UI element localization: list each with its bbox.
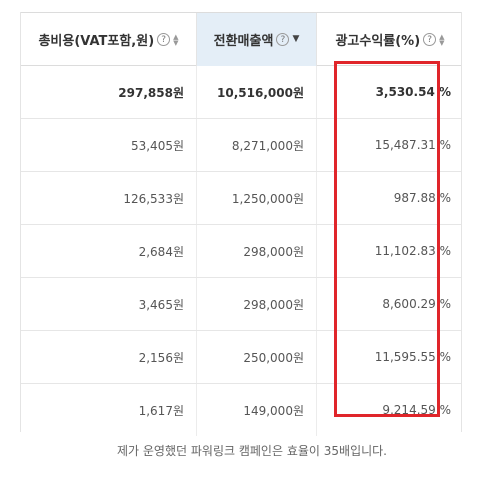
sales-cell: 250,000원: [197, 331, 317, 383]
sort-icon[interactable]: ▲ ▼: [439, 32, 445, 47]
column-header-label: 총비용(VAT포함,원): [38, 34, 155, 49]
table-row: 3,465원 298,000원 8,600.29 %: [21, 278, 461, 331]
table-header: 총비용(VAT포함,원) ? ▲ ▼ 전환매출액 ? ▼ 광고수익률(%) ? ▲…: [21, 12, 461, 66]
table-row-total: 297,858원 10,516,000원 3,530.54 %: [21, 66, 461, 119]
column-header-label: 광고수익률(%): [335, 34, 421, 49]
roas-cell: 11,102.83 %: [374, 244, 451, 258]
sales-cell: 8,271,000원: [197, 119, 317, 171]
sort-desc-icon[interactable]: ▼: [292, 34, 300, 44]
column-header-conversion-sales[interactable]: 전환매출액 ? ▼: [197, 13, 317, 66]
roas-cell: 8,600.29 %: [382, 297, 451, 311]
column-header-label: 전환매출액: [213, 34, 274, 49]
help-icon[interactable]: ?: [276, 33, 290, 46]
total-cost-cell: 297,858원: [21, 66, 197, 118]
table-row: 1,617원 149,000원 9,214.59 %: [21, 384, 461, 437]
image-caption: 제가 운영했던 파워링크 캠페인은 효율이 35배입니다.: [117, 444, 387, 458]
sales-cell: 149,000원: [197, 384, 317, 436]
help-icon[interactable]: ?: [157, 33, 171, 46]
roas-cell: 987.88 %: [393, 191, 451, 205]
column-header-roas[interactable]: 광고수익률(%) ? ▲ ▼: [317, 13, 463, 66]
table-row: 2,156원 250,000원 11,595.55 %: [21, 331, 461, 384]
cost-cell: 126,533원: [21, 172, 197, 224]
table-row: 2,684원 298,000원 11,102.83 %: [21, 225, 461, 278]
cost-cell: 3,465원: [21, 278, 197, 330]
sales-cell: 298,000원: [197, 278, 317, 330]
roas-cell: 9,214.59 %: [382, 403, 451, 417]
table-row: 53,405원 8,271,000원 15,487.31 %: [21, 119, 461, 172]
total-roas-cell: 3,530.54 %: [375, 85, 451, 99]
cost-cell: 2,684원: [21, 225, 197, 277]
column-header-total-cost[interactable]: 총비용(VAT포함,원) ? ▲ ▼: [21, 13, 197, 66]
total-sales-cell: 10,516,000원: [197, 66, 317, 118]
cost-cell: 53,405원: [21, 119, 197, 171]
roas-cell: 11,595.55 %: [374, 350, 451, 364]
sort-icon[interactable]: ▲ ▼: [173, 32, 179, 47]
roas-cell: 15,487.31 %: [374, 138, 451, 152]
report-table: 총비용(VAT포함,원) ? ▲ ▼ 전환매출액 ? ▼ 광고수익률(%) ? ▲…: [20, 12, 462, 436]
cost-cell: 2,156원: [21, 331, 197, 383]
sales-cell: 298,000원: [197, 225, 317, 277]
sales-cell: 1,250,000원: [197, 172, 317, 224]
help-icon[interactable]: ?: [423, 33, 437, 46]
table-row: 126,533원 1,250,000원 987.88 %: [21, 172, 461, 225]
cost-cell: 1,617원: [21, 384, 197, 436]
